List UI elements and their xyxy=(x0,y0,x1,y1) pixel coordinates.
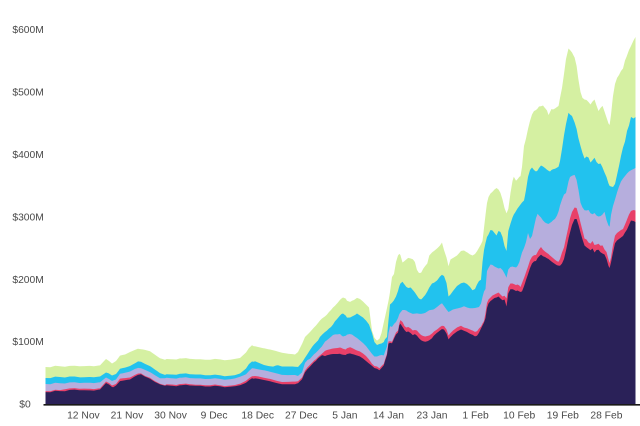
svg-text:14 Jan: 14 Jan xyxy=(373,411,404,422)
svg-text:5 Jan: 5 Jan xyxy=(332,411,357,422)
svg-text:23 Jan: 23 Jan xyxy=(417,411,448,422)
svg-text:9 Dec: 9 Dec xyxy=(201,411,228,422)
svg-text:$400M: $400M xyxy=(12,150,43,161)
svg-text:$500M: $500M xyxy=(12,88,43,99)
svg-text:18 Dec: 18 Dec xyxy=(241,411,274,422)
svg-text:19 Feb: 19 Feb xyxy=(547,411,579,422)
svg-text:30 Nov: 30 Nov xyxy=(154,411,187,422)
svg-text:$300M: $300M xyxy=(12,212,43,223)
svg-text:$200M: $200M xyxy=(12,275,43,286)
svg-text:10 Feb: 10 Feb xyxy=(503,411,535,422)
svg-text:$0: $0 xyxy=(19,400,31,411)
svg-text:27 Dec: 27 Dec xyxy=(285,411,318,422)
svg-text:$600M: $600M xyxy=(12,25,43,36)
svg-text:$100M: $100M xyxy=(12,337,43,348)
svg-text:28 Feb: 28 Feb xyxy=(590,411,622,422)
svg-text:1 Feb: 1 Feb xyxy=(462,411,489,422)
svg-text:12 Nov: 12 Nov xyxy=(67,411,100,422)
svg-text:21 Nov: 21 Nov xyxy=(111,411,144,422)
